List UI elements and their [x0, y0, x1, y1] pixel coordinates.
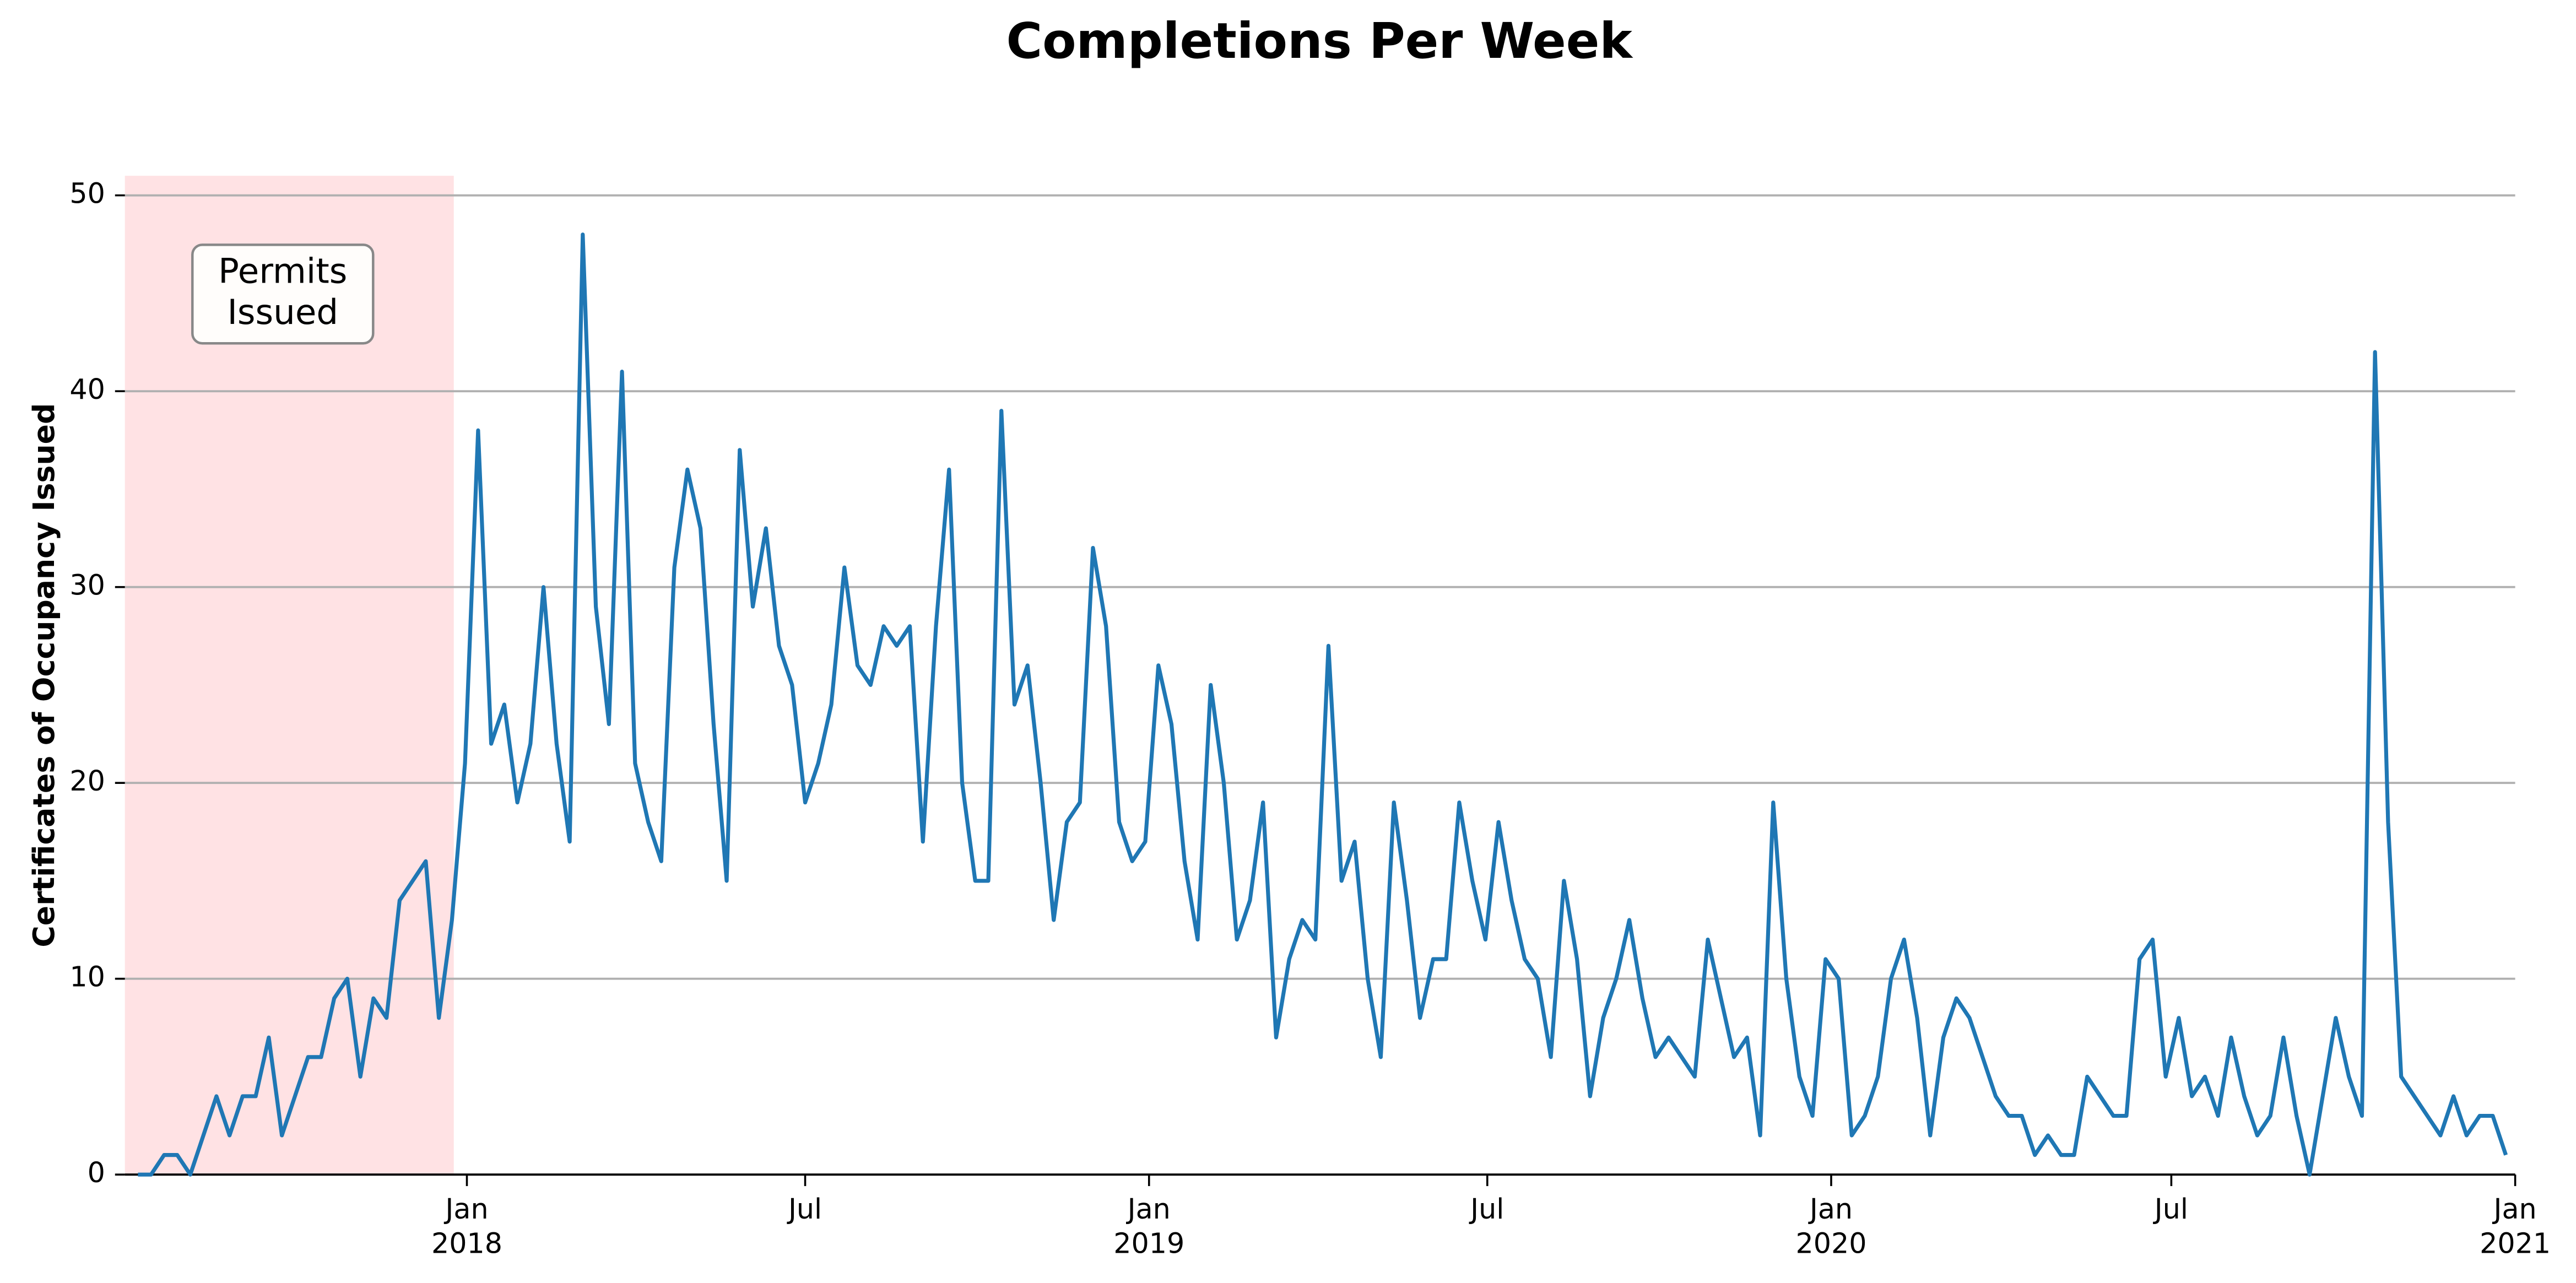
y-axis-label: Certificates of Occupancy Issued	[26, 403, 61, 948]
x-tick-label: Jul	[787, 1193, 822, 1225]
x-tick-label: Jul	[2153, 1193, 2188, 1225]
y-tick-label: 50	[69, 177, 105, 210]
annotation-text: Permits Issued	[218, 251, 347, 333]
data-line	[138, 232, 2508, 1177]
y-tick-label: 0	[88, 1156, 105, 1189]
x-tick-label: Jan 2020	[1795, 1193, 1866, 1260]
x-tick-label: Jul	[1469, 1193, 1504, 1225]
chart-title: Completions Per Week	[1006, 13, 1633, 70]
x-tick-label: Jan 2018	[431, 1193, 502, 1260]
annotation-box	[191, 243, 375, 345]
y-tick-label: 30	[69, 569, 105, 602]
y-tick-label: 20	[69, 765, 105, 797]
background-layer	[125, 176, 2515, 1176]
x-tick-label: Jan 2021	[2480, 1193, 2551, 1260]
y-tick-label: 10	[69, 961, 105, 993]
y-tick-label: 40	[69, 373, 105, 405]
x-tick-label: Jan 2019	[1113, 1193, 1184, 1260]
